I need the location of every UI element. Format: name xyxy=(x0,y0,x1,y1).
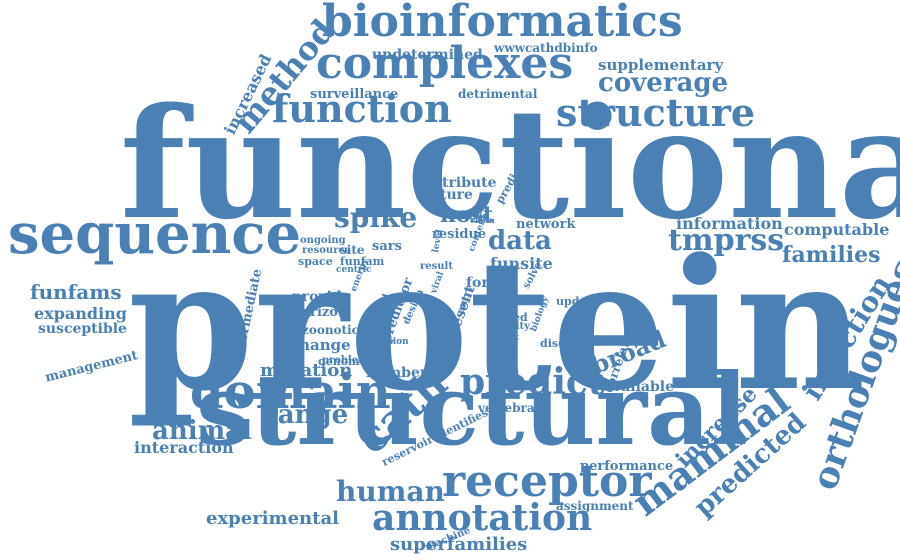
word-horizon: horizon xyxy=(292,305,348,320)
word-human: human xyxy=(336,475,445,508)
word-funfams: funfams xyxy=(30,280,122,304)
word-families: families xyxy=(782,242,881,268)
word-version: version xyxy=(372,337,409,347)
word-space: space xyxy=(298,255,333,268)
word-form: form xyxy=(466,275,504,291)
word-coverage: coverage xyxy=(598,68,729,98)
word-change: change xyxy=(290,336,351,354)
word-funsite: funsite xyxy=(490,254,553,273)
word-performance: performance xyxy=(580,459,674,474)
word-range: range xyxy=(264,400,349,430)
word-network: network xyxy=(516,217,576,232)
word-host: host xyxy=(440,202,494,228)
word-mutation: mutation xyxy=(260,360,353,381)
word-animal: animal xyxy=(152,416,252,446)
word-domain: domain xyxy=(190,364,391,420)
word-bioinformatics: bioinformatics xyxy=(322,0,683,47)
word-feature: feature xyxy=(416,187,473,203)
word-infect: infect xyxy=(490,333,520,343)
word-disease: disease xyxy=(540,337,586,350)
word-site: site xyxy=(340,243,365,257)
word-receptor: receptor xyxy=(442,456,652,507)
word-detrimental: detrimental xyxy=(458,87,538,101)
word-tmprss: tmprss xyxy=(668,223,785,258)
word-funfam: funfam xyxy=(340,255,385,268)
word-undetermined: undetermined xyxy=(372,47,483,63)
word-superfamilies: superfamilies xyxy=(390,534,528,555)
word-chain: chain xyxy=(470,215,495,225)
word-information: information xyxy=(676,214,783,233)
word-result: result xyxy=(420,261,453,272)
word-spike: spike xyxy=(334,201,418,234)
word-structural: structural xyxy=(196,353,748,468)
word-interaction: interaction xyxy=(134,438,234,457)
word-surveillance: surveillance xyxy=(310,87,399,102)
word-affinity: affinity xyxy=(490,321,530,332)
word-contribute: contribute xyxy=(414,175,497,191)
word-problem: problem xyxy=(322,355,369,366)
word-assignment: assignment xyxy=(556,499,634,513)
word-available: available xyxy=(604,379,674,395)
word-computable: computable xyxy=(784,220,890,239)
word-vertebrate: vertebrate xyxy=(478,401,548,415)
word-protein: protein xyxy=(128,220,866,431)
word-update: update xyxy=(556,295,599,308)
word-expanding: expanding xyxy=(34,304,127,323)
word-wwwcathdbinfo: wwwcathdbinfo xyxy=(494,41,598,55)
word-functional: functional xyxy=(120,74,900,253)
word-centric: centric xyxy=(336,265,372,275)
word-predict: predict xyxy=(460,361,605,403)
word-data: data xyxy=(488,226,552,256)
word-residue: residue xyxy=(432,227,487,242)
word-susceptible: susceptible xyxy=(38,321,127,337)
word-genome: genome xyxy=(318,355,367,368)
word-annotation: annotation xyxy=(372,497,593,539)
word-supplementary: supplementary xyxy=(598,56,724,74)
word-sequence: sequence xyxy=(8,201,302,267)
word-experimental: experimental xyxy=(206,508,339,529)
word-number: number xyxy=(366,365,428,381)
word-management: management xyxy=(43,348,140,386)
word-structure: structure xyxy=(556,90,756,135)
word-studies: studies xyxy=(448,211,489,222)
word-based: based xyxy=(492,311,528,324)
word-complexes: complexes xyxy=(316,38,574,89)
word-resource: resource xyxy=(302,245,351,256)
word-function: function xyxy=(272,86,452,131)
word-zoonotic: zoonotic xyxy=(302,323,359,337)
word-ongoing: ongoing xyxy=(300,235,346,246)
word-provide: provide xyxy=(292,289,351,305)
word-sars: sars xyxy=(372,239,402,254)
